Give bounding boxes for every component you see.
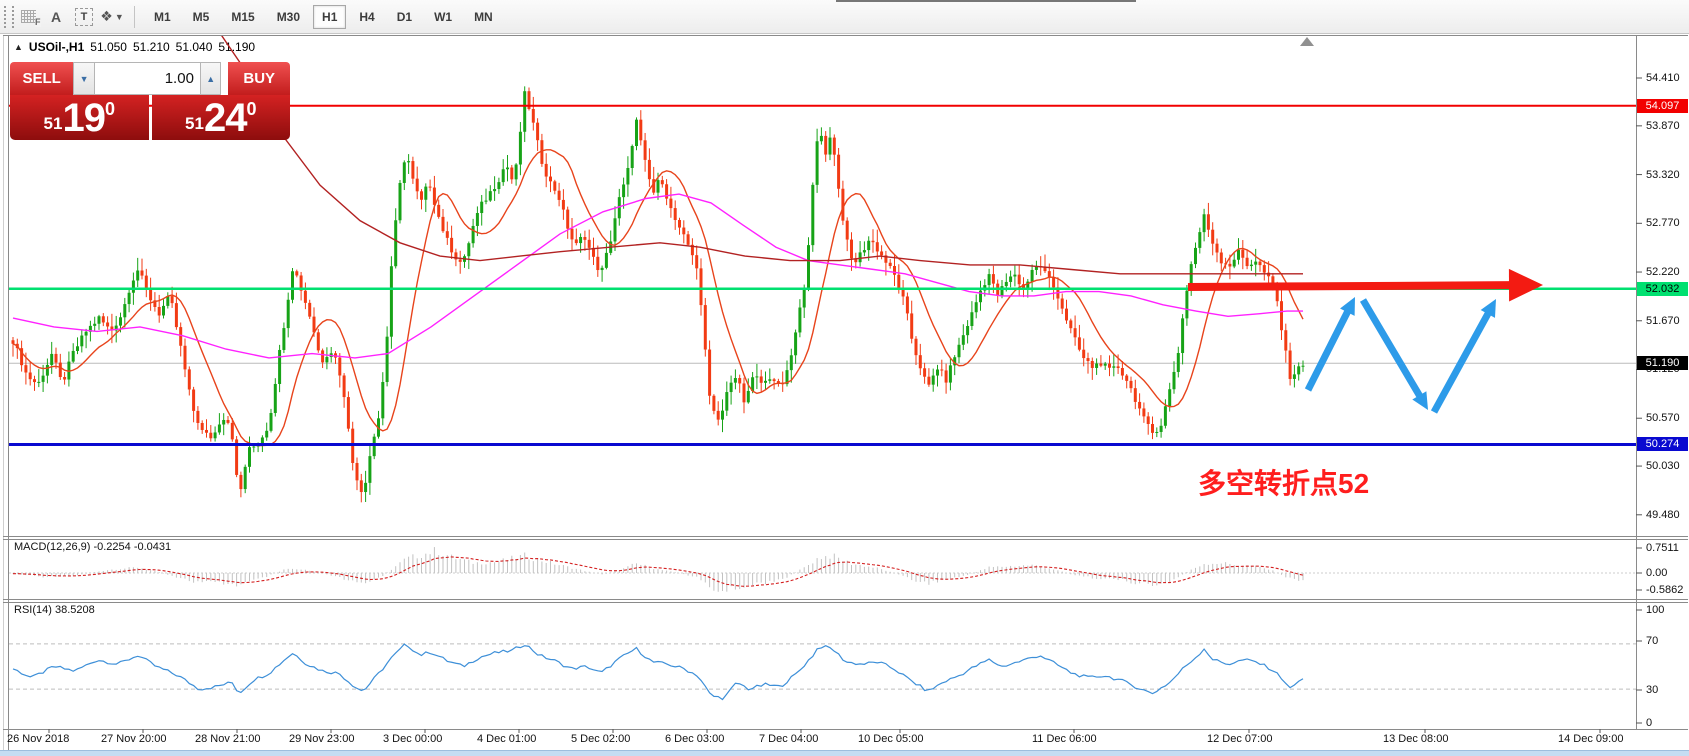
time-axis-label[interactable]: 28 Nov 21:00 — [195, 733, 261, 745]
timeframe-button-m15[interactable]: M15 — [231, 9, 255, 24]
timeframe-button-h4[interactable]: H4 — [359, 9, 375, 24]
price-tick-label: 50.030 — [1646, 460, 1680, 473]
red-trend-arrow[interactable] — [1187, 268, 1543, 302]
ohlc-low: 51.040 — [175, 40, 213, 54]
buy-price-panel[interactable]: 51 24 0 — [151, 95, 290, 140]
blue-forecast-arrow-1[interactable] — [1304, 297, 1355, 392]
timeframe-button-m5[interactable]: M5 — [192, 9, 210, 24]
time-axis-label[interactable]: 7 Dec 04:00 — [759, 733, 819, 745]
timeframe-bar: M1 M5 M15 M30 H1 H4 D1 W1 MN — [143, 4, 504, 29]
timeframe-button-m30[interactable]: M30 — [276, 9, 301, 24]
time-axis-label[interactable]: 10 Dec 05:00 — [858, 733, 924, 745]
macd-tick-label: -0.5862 — [1646, 584, 1684, 596]
text-tool-button[interactable]: T — [72, 5, 96, 29]
grid-tool-button[interactable]: F — [16, 5, 41, 29]
sell-button[interactable]: SELL — [10, 62, 74, 95]
oneclick-trade-widget: SELL ▼ ▲ BUY 51 19 0 51 24 0 — [10, 62, 290, 140]
toolbar-separator — [134, 5, 135, 28]
time-axis-label[interactable]: 13 Dec 08:00 — [1383, 733, 1449, 745]
status-strip — [0, 750, 1689, 756]
price-badge: 51.190 — [1637, 356, 1688, 371]
price-tick-label: 49.480 — [1646, 508, 1680, 521]
candles — [11, 86, 1305, 503]
price-tick-label: 52.220 — [1646, 266, 1680, 279]
oneclick-toggle-icon[interactable]: ▲ — [14, 42, 23, 52]
chevron-down-icon: ▼ — [114, 11, 124, 22]
price-badge: 50.274 — [1637, 437, 1688, 452]
window-left-edge — [3, 35, 4, 750]
time-axis-label[interactable]: 14 Dec 09:00 — [1558, 733, 1624, 745]
price-tick-label: 50.570 — [1646, 412, 1680, 425]
chart-left-border — [8, 35, 9, 750]
volume-increase-button[interactable]: ▲ — [199, 62, 222, 95]
chart-shift-marker — [1300, 37, 1314, 46]
macd-label: MACD(12,26,9) -0.2254 -0.0431 — [14, 541, 172, 553]
sell-price-int: 51 — [43, 113, 63, 133]
price-tick-label: 52.770 — [1646, 217, 1680, 230]
window-edge-artifact — [836, 0, 1136, 2]
timeframe-button-mn[interactable]: MN — [474, 9, 493, 24]
timeframe-button-d1[interactable]: D1 — [396, 9, 413, 24]
time-axis-label[interactable]: 6 Dec 03:00 — [665, 733, 725, 745]
time-axis-label[interactable]: 27 Nov 20:00 — [101, 733, 167, 745]
buy-price-pips: 24 — [203, 95, 247, 140]
time-axis-label[interactable]: 29 Nov 23:00 — [289, 733, 355, 745]
volume-decrease-button[interactable]: ▼ — [73, 62, 95, 95]
chinese-annotation[interactable]: 多空转折点52 — [1198, 468, 1370, 499]
label-tool-button[interactable]: A — [50, 8, 62, 25]
buy-button[interactable]: BUY — [228, 62, 290, 95]
rsi-tick-label: 100 — [1646, 604, 1665, 616]
toolbar-drag-handle[interactable] — [4, 5, 14, 28]
time-axis-label[interactable]: 4 Dec 01:00 — [477, 733, 537, 745]
timeframe-button-m1[interactable]: M1 — [154, 9, 171, 24]
rsi-label: RSI(14) 38.5208 — [14, 604, 95, 616]
text-icon: T — [75, 7, 93, 26]
timeframe-button-h1[interactable]: H1 — [313, 4, 347, 29]
macd-tick-label: 0.00 — [1646, 567, 1668, 579]
symbol-period: USOil-,H1 — [28, 40, 85, 54]
rsi-tick-label: 0 — [1646, 717, 1653, 729]
macd-panel[interactable] — [9, 547, 1636, 592]
ohlc-open: 51.050 — [90, 40, 127, 54]
rsi-panel[interactable] — [9, 643, 1636, 701]
time-axis-label[interactable]: 3 Dec 00:00 — [383, 733, 443, 745]
objects-icon: ❖ — [100, 8, 113, 24]
price-tick-label: 53.870 — [1646, 119, 1680, 132]
buy-price-subpip: 0 — [246, 99, 257, 119]
macd-tick-label: 0.7511 — [1646, 542, 1679, 554]
ohlc-high: 51.210 — [132, 40, 170, 54]
price-tick-label: 53.320 — [1646, 168, 1680, 181]
rsi-tick-label: 70 — [1646, 635, 1659, 647]
sell-price-subpip: 0 — [104, 99, 115, 119]
time-axis-label[interactable]: 12 Dec 07:00 — [1207, 733, 1273, 745]
chart-title: ▲ USOil-,H1 51.050 51.210 51.040 51.190 — [14, 40, 255, 54]
price-tick-label: 54.410 — [1646, 72, 1680, 84]
objects-tool-button[interactable]: ❖ ▼ — [100, 5, 124, 29]
price-badge: 54.097 — [1637, 98, 1688, 113]
rsi-tick-label: 30 — [1646, 684, 1659, 696]
price-tick-label: 51.670 — [1646, 314, 1680, 327]
blue-forecast-arrow-3[interactable] — [1430, 299, 1496, 414]
time-axis-label[interactable]: 26 Nov 2018 — [7, 733, 70, 745]
toolbar: F A T ❖ ▼ M1 M5 M15 M30 H1 H4 D1 W1 MN — [0, 0, 1689, 34]
grid-icon: F — [20, 10, 41, 27]
timeframe-button-w1[interactable]: W1 — [434, 9, 453, 24]
volume-input[interactable] — [94, 62, 200, 95]
sell-price-panel[interactable]: 51 19 0 — [10, 95, 149, 140]
price-badge: 52.032 — [1637, 281, 1688, 296]
time-axis-label[interactable]: 5 Dec 02:00 — [571, 733, 631, 745]
buy-price-int: 51 — [185, 113, 204, 133]
sell-price-pips: 19 — [62, 95, 105, 140]
blue-forecast-arrow-2[interactable] — [1359, 298, 1428, 410]
time-axis-label[interactable]: 11 Dec 06:00 — [1032, 733, 1097, 745]
